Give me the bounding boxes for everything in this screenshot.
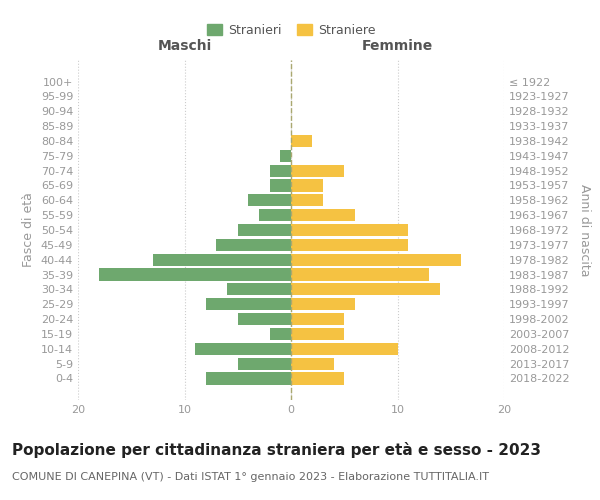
- Bar: [280, 150, 291, 162]
- Bar: [291, 224, 408, 236]
- Bar: [291, 313, 344, 325]
- Bar: [291, 164, 344, 176]
- Bar: [227, 284, 291, 296]
- Bar: [238, 224, 291, 236]
- Bar: [291, 328, 344, 340]
- Bar: [291, 194, 323, 206]
- Bar: [99, 268, 291, 280]
- Y-axis label: Fasce di età: Fasce di età: [22, 192, 35, 268]
- Bar: [291, 239, 408, 251]
- Bar: [291, 254, 461, 266]
- Bar: [291, 298, 355, 310]
- Bar: [291, 372, 344, 384]
- Bar: [291, 180, 323, 192]
- Bar: [270, 180, 291, 192]
- Bar: [238, 358, 291, 370]
- Y-axis label: Anni di nascita: Anni di nascita: [578, 184, 591, 276]
- Bar: [270, 328, 291, 340]
- Text: Popolazione per cittadinanza straniera per età e sesso - 2023: Popolazione per cittadinanza straniera p…: [12, 442, 541, 458]
- Bar: [291, 342, 398, 355]
- Bar: [291, 358, 334, 370]
- Bar: [291, 284, 440, 296]
- Bar: [259, 209, 291, 221]
- Bar: [217, 239, 291, 251]
- Bar: [206, 372, 291, 384]
- Bar: [152, 254, 291, 266]
- Bar: [238, 313, 291, 325]
- Text: Femmine: Femmine: [362, 39, 433, 53]
- Bar: [291, 135, 313, 147]
- Bar: [248, 194, 291, 206]
- Bar: [291, 268, 430, 280]
- Text: COMUNE DI CANEPINA (VT) - Dati ISTAT 1° gennaio 2023 - Elaborazione TUTTITALIA.I: COMUNE DI CANEPINA (VT) - Dati ISTAT 1° …: [12, 472, 489, 482]
- Legend: Stranieri, Straniere: Stranieri, Straniere: [202, 18, 380, 42]
- Bar: [195, 342, 291, 355]
- Text: Maschi: Maschi: [157, 39, 212, 53]
- Bar: [270, 164, 291, 176]
- Bar: [291, 209, 355, 221]
- Bar: [206, 298, 291, 310]
